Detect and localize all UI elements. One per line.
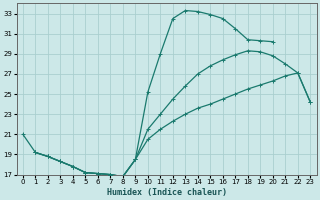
X-axis label: Humidex (Indice chaleur): Humidex (Indice chaleur)	[107, 188, 227, 197]
